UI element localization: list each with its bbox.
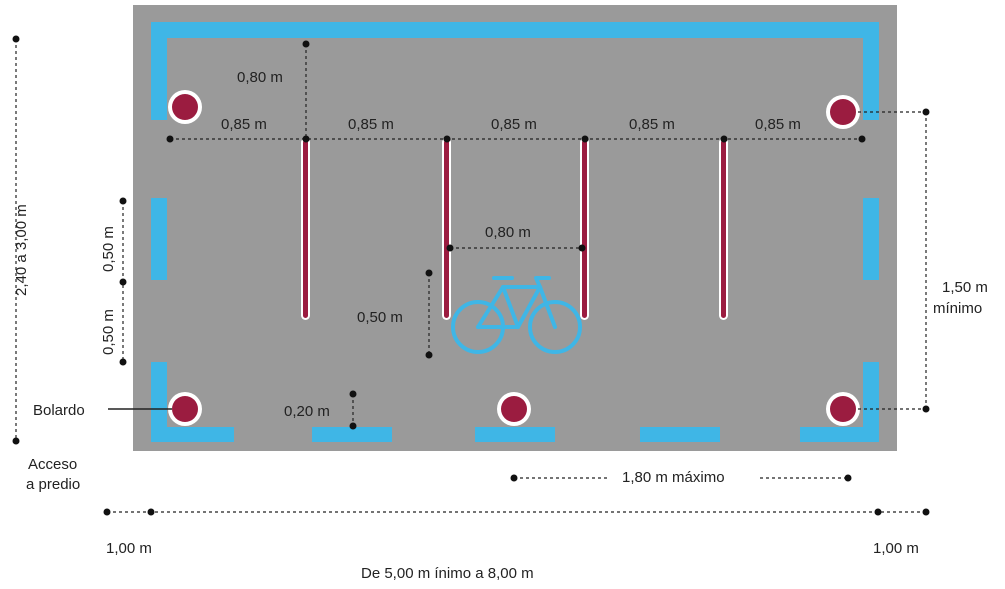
top-left-corner-marking (151, 22, 167, 120)
bollard-marker (168, 90, 202, 124)
rack-offset-label: 0,50 m (357, 309, 403, 326)
bollard-marker (497, 392, 531, 426)
right-height-label: 1,50 m (942, 279, 988, 296)
spacing-label: 0,85 m (348, 116, 394, 133)
bike-rack (303, 140, 308, 318)
right-margin-label: 1,00 m (873, 540, 919, 557)
bottom-right-vertical-marking (863, 362, 879, 442)
rack-width-label: 0,80 m (485, 224, 531, 241)
bollard-spacing-label: 1,80 m máximo (622, 469, 725, 486)
top-right-corner-marking (863, 22, 879, 120)
dimension-labels: 0,80 m 0,85 m 0,85 m 0,85 m 0,85 m 0,85 … (13, 69, 988, 582)
bottom-right-horizontal-marking (800, 427, 879, 442)
bottom-dash-marking (312, 427, 392, 442)
edge-markings (151, 22, 879, 442)
bottom-dash-marking (640, 427, 720, 442)
bollard-marker (826, 95, 860, 129)
access-sublabel: a predio (26, 476, 80, 493)
spacing-label: 0,85 m (491, 116, 537, 133)
bollard-marker (168, 392, 202, 426)
right-height-sublabel: mínimo (933, 300, 982, 317)
right-mid-marking (863, 198, 879, 280)
bike-racks (301, 138, 728, 320)
top-gap-label: 0,80 m (237, 69, 283, 86)
left-mid-marking (151, 198, 167, 280)
bicycle-icon (451, 276, 582, 354)
access-label: Acceso (28, 456, 77, 473)
total-width-label: De 5,00 m ínimo a 8,00 m (361, 565, 534, 582)
left-upper-label: 0,50 m (100, 226, 117, 272)
bike-rack (582, 140, 587, 318)
bike-rack (444, 140, 449, 318)
spacing-label: 0,85 m (221, 116, 267, 133)
left-margin-label: 1,00 m (106, 540, 152, 557)
parking-area (133, 5, 897, 451)
total-height-label: 2,40 a 3,00 m (13, 204, 30, 296)
bollard-offset-label: 0,20 m (284, 403, 330, 420)
spacing-label: 0,85 m (629, 116, 675, 133)
top-edge-marking (151, 22, 879, 38)
bottom-left-horizontal-marking (151, 427, 234, 442)
left-lower-label: 0,50 m (100, 309, 117, 355)
bottom-dash-marking (475, 427, 555, 442)
bike-rack (721, 140, 726, 318)
dimension-lines (12, 35, 930, 516)
spacing-label: 0,85 m (755, 116, 801, 133)
bollard-callout-label: Bolardo (33, 402, 85, 419)
bollards (168, 90, 860, 426)
bottom-left-vertical-marking (151, 362, 167, 442)
bollard-marker (826, 392, 860, 426)
